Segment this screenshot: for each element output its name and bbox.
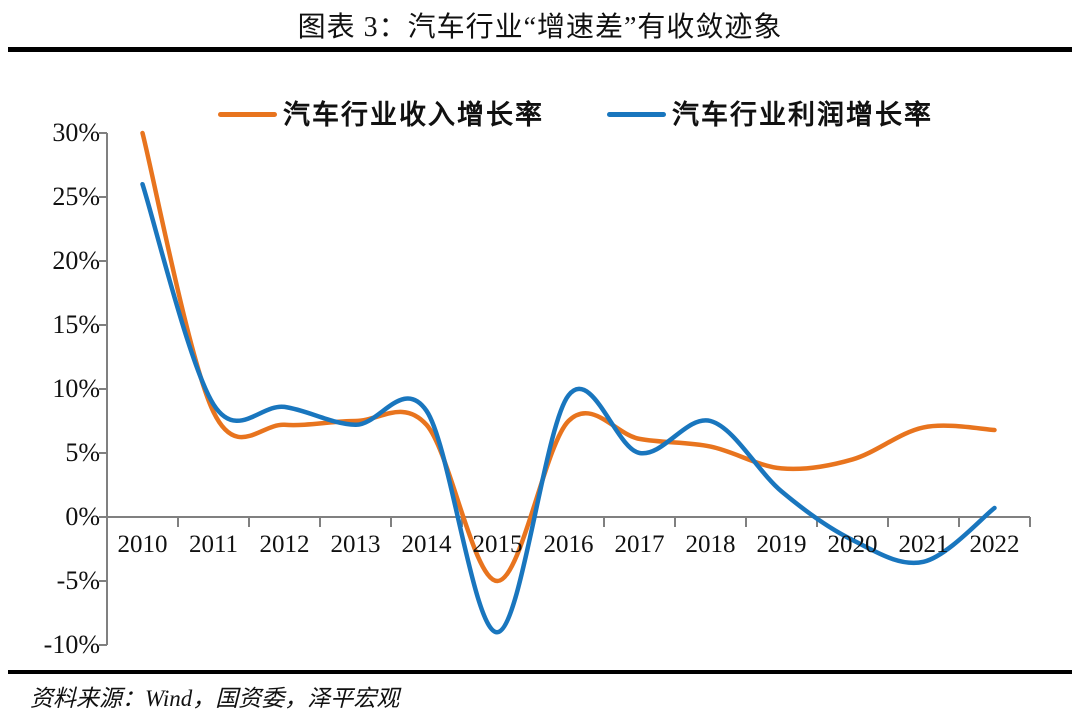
figure-title: 图表 3：汽车行业“增速差”有收敛迹象 bbox=[297, 12, 783, 43]
x-axis-tick-label: 2011 bbox=[188, 531, 239, 558]
legend-label-profit: 汽车行业利润增长率 bbox=[672, 100, 933, 130]
bottom-divider-line bbox=[8, 670, 1072, 674]
series-line-profit bbox=[140, 181, 997, 635]
x-axis-tick-label: 2019 bbox=[756, 531, 807, 558]
x-axis-tick-label: 2014 bbox=[401, 531, 452, 558]
y-axis-tick-label: 30% bbox=[52, 118, 100, 147]
y-axis-tick-label: -10% bbox=[43, 630, 100, 659]
legend-swatch-revenue-line bbox=[218, 112, 277, 117]
y-axis-tick-label: -5% bbox=[56, 566, 100, 595]
series-line-revenue bbox=[140, 130, 997, 584]
x-axis-tick-label: 2010 bbox=[117, 531, 168, 558]
x-axis-tick-label: 2017 bbox=[614, 531, 665, 558]
y-axis-tick-label: 10% bbox=[52, 374, 100, 403]
y-axis-tick-label: 20% bbox=[52, 246, 100, 275]
x-axis-tick-label: 2013 bbox=[330, 531, 381, 558]
y-axis-tick-label: 5% bbox=[65, 438, 100, 467]
source-note: 资料来源：Wind，国资委，泽平宏观 bbox=[30, 686, 400, 711]
legend-swatch-profit-line bbox=[607, 112, 666, 117]
x-axis-tick-label: 2020 bbox=[827, 531, 878, 558]
x-axis-tick-label: 2016 bbox=[543, 531, 594, 558]
y-axis-tick-label: 15% bbox=[52, 310, 100, 339]
x-axis-tick-label: 2018 bbox=[685, 531, 736, 558]
chart-axes bbox=[99, 132, 1031, 646]
legend-label-revenue: 汽车行业收入增长率 bbox=[283, 100, 544, 130]
y-axis-tick-label: 0% bbox=[65, 502, 100, 531]
x-axis-tick-label: 2021 bbox=[898, 531, 949, 558]
x-axis-tick-label: 2022 bbox=[969, 531, 1020, 558]
top-divider-line bbox=[8, 47, 1072, 52]
x-axis-tick-label: 2012 bbox=[259, 531, 310, 558]
x-axis-tick-label: 2015 bbox=[472, 531, 523, 558]
y-axis-tick-label: 25% bbox=[52, 182, 100, 211]
